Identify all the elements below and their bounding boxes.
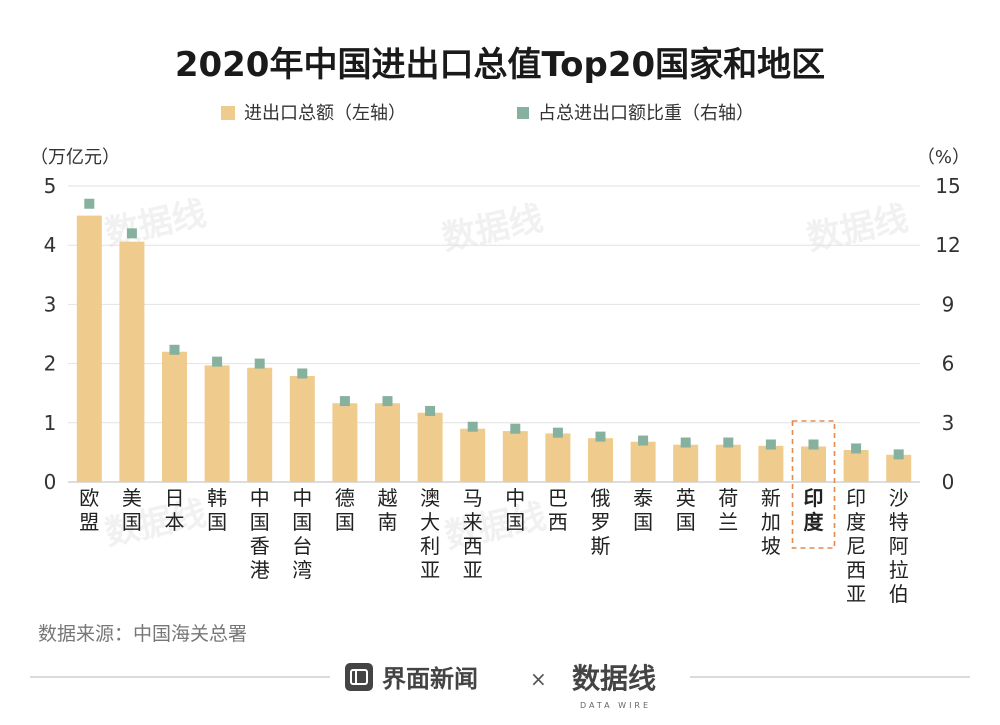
y-right-tick-label: 15	[935, 174, 960, 198]
legend-swatch-point	[517, 107, 529, 119]
y-right-axis: 0 3 6 9 12 15	[935, 174, 960, 494]
data-point	[169, 344, 180, 355]
y-left-axis: 0 1 2 3 4 5	[44, 174, 57, 494]
data-point	[638, 435, 649, 446]
data-point	[254, 358, 265, 369]
partner-logo-subtitle: DATA WIRE	[580, 701, 651, 710]
y-left-tick-label: 0	[44, 470, 57, 494]
data-point	[126, 228, 137, 239]
data-point	[510, 423, 521, 434]
y-left-tick-label: 1	[44, 411, 57, 435]
partner-logo: 数据线	[572, 662, 656, 695]
data-point	[680, 437, 691, 448]
bar	[715, 444, 741, 482]
brand-name: 界面新闻	[382, 665, 478, 693]
bar	[375, 403, 400, 482]
x-tick-label: 韩国	[207, 486, 227, 534]
watermark: 数据线	[439, 198, 547, 258]
bar	[162, 351, 187, 482]
x-tick-label: 美国	[122, 486, 142, 534]
data-point	[382, 396, 393, 407]
bar	[204, 365, 230, 482]
data-point	[723, 437, 734, 448]
bar-series	[76, 215, 912, 482]
bar	[801, 446, 826, 482]
data-point	[84, 198, 95, 209]
data-point	[808, 439, 819, 450]
x-tick-label: 德国	[335, 486, 355, 534]
y-right-tick-label: 0	[942, 470, 955, 494]
bar	[332, 403, 358, 482]
bar	[247, 367, 273, 482]
footer: 界面新闻 × 数据线 DATA WIRE	[30, 662, 970, 710]
y-right-tick-label: 12	[935, 233, 960, 257]
x-tick-label: 沙特阿拉伯	[889, 486, 909, 606]
data-point	[552, 427, 563, 438]
x-tick-label: 越南	[378, 486, 398, 534]
x-tick-label: 巴西	[548, 486, 568, 534]
legend-swatch-bar	[221, 106, 235, 120]
x-tick-label: 日本	[165, 486, 185, 534]
legend: 进出口总额（左轴） 占总进出口额比重（右轴）	[221, 103, 754, 124]
highlight-box	[791, 420, 836, 549]
bar	[119, 241, 145, 482]
x-tick-label: 新加坡	[761, 486, 781, 558]
x-tick-label: 中国台湾	[292, 486, 312, 582]
x-tick-label: 泰国	[633, 486, 653, 534]
watermark: 数据线	[804, 198, 912, 258]
chart-title: 2020年中国进出口总值Top20国家和地区	[175, 45, 825, 85]
bar	[588, 438, 613, 482]
x-tick-label: 英国	[676, 486, 696, 534]
y-right-tick-label: 9	[942, 292, 955, 316]
legend-label-point: 占总进出口额比重（右轴）	[538, 103, 754, 124]
bar	[417, 412, 443, 482]
data-point	[212, 356, 223, 367]
y-left-unit: （万亿元）	[30, 147, 120, 168]
data-point	[765, 439, 776, 450]
source-note: 数据来源：中国海关总署	[38, 623, 247, 645]
y-left-tick-label: 5	[44, 174, 57, 198]
point-series	[84, 198, 904, 460]
y-left-tick-label: 2	[44, 352, 57, 376]
legend-label-bar: 进出口总额（左轴）	[244, 103, 406, 124]
y-right-unit: （%）	[917, 147, 970, 168]
x-tick-label: 中国	[505, 486, 525, 534]
data-point	[467, 421, 478, 432]
data-point	[339, 396, 350, 407]
y-left-tick-label: 3	[44, 292, 57, 316]
data-point	[851, 443, 862, 454]
x-tick-label: 中国香港	[250, 486, 270, 582]
x-tick-label: 俄罗斯	[591, 486, 611, 558]
bar	[630, 441, 656, 482]
x-tick-label: 印度尼西亚	[846, 486, 866, 606]
bar	[76, 215, 102, 482]
bar	[460, 428, 486, 482]
watermark-group: 数据线 数据线 数据线 数据线 数据线	[102, 193, 912, 556]
data-point	[595, 431, 606, 442]
brand-logo-icon	[345, 663, 373, 691]
x-tick-label: 马来西亚	[463, 486, 483, 582]
bar	[289, 376, 315, 482]
y-left-tick-label: 4	[44, 233, 57, 257]
bar	[758, 445, 784, 482]
footer-separator: ×	[530, 667, 547, 691]
y-right-tick-label: 3	[942, 411, 955, 435]
data-point	[297, 368, 308, 379]
bar	[545, 433, 571, 482]
bar	[673, 444, 699, 482]
bar	[502, 431, 528, 482]
x-tick-label: 欧盟	[79, 486, 99, 534]
x-tick-label: 印度	[804, 486, 825, 534]
data-point	[425, 405, 436, 416]
y-right-tick-label: 6	[942, 352, 955, 376]
x-tick-label: 澳大利亚	[420, 486, 440, 582]
data-point	[893, 449, 904, 460]
bar	[843, 450, 869, 482]
watermark: 数据线	[442, 496, 550, 556]
watermark: 数据线	[102, 493, 210, 553]
x-tick-label: 荷兰	[718, 486, 738, 534]
